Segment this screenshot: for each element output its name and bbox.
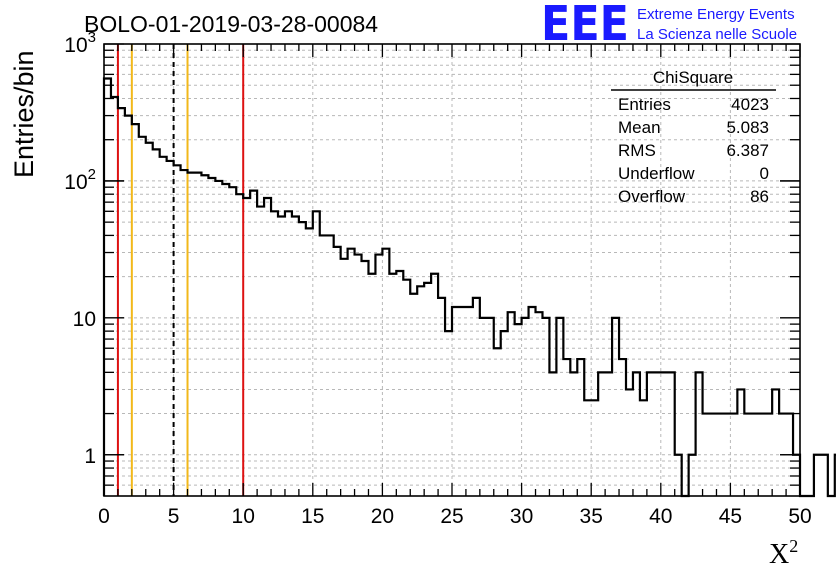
x-tick-label: 50	[788, 505, 811, 528]
stats-label: Mean	[618, 118, 661, 137]
logo-line1: Extreme Energy Events	[637, 6, 795, 23]
stats-box: ChiSquare Entries 4023 Mean 5.083 RMS 6.387 Un…	[611, 68, 776, 206]
axis-ticks	[103, 43, 801, 496]
y-axis-label: Entries/bin	[9, 50, 39, 178]
stats-value: 5.083	[726, 118, 769, 137]
y-tick-label: 102	[64, 166, 96, 194]
stats-label: Underflow	[618, 164, 695, 183]
x-tick-label: 25	[440, 505, 463, 528]
stats-label: Overflow	[618, 187, 686, 206]
x-tick-label: 0	[98, 505, 110, 528]
y-tick-labels: 1 10 102 103	[64, 29, 96, 468]
stats-name: ChiSquare	[653, 68, 733, 87]
x-axis-label: X2	[769, 536, 798, 570]
y-tick-label: 103	[64, 29, 96, 57]
x-tick-label: 15	[301, 505, 324, 528]
x-tick-label: 30	[510, 505, 533, 528]
grid-lines	[104, 44, 800, 496]
stats-value: 86	[750, 187, 769, 206]
stats-label: RMS	[618, 141, 656, 160]
x-tick-label: 10	[232, 505, 255, 528]
stats-value: 4023	[731, 95, 769, 114]
x-tick-label: 40	[649, 505, 672, 528]
x-tick-label: 20	[371, 505, 394, 528]
stats-value: 6.387	[726, 141, 769, 160]
logo-mark: EEE	[541, 0, 629, 52]
x-tick-label: 35	[580, 505, 603, 528]
y-tick-label: 1	[84, 445, 96, 468]
logo-line2: La Scienza nelle Scuole	[637, 26, 797, 43]
x-tick-label: 45	[719, 505, 742, 528]
stats-label: Entries	[618, 95, 671, 114]
x-tick-labels: 0 5 10 15 20 25 30 35 40 45 50	[98, 505, 812, 528]
x-tick-label: 5	[168, 505, 180, 528]
y-tick-label: 10	[73, 308, 96, 331]
eee-logo: EEE Extreme Energy Events La Scienza nel…	[541, 0, 797, 52]
stats-value: 0	[760, 164, 769, 183]
chart-title: BOLO-01-2019-03-28-00084	[84, 11, 378, 37]
marker-lines	[116, 44, 245, 496]
